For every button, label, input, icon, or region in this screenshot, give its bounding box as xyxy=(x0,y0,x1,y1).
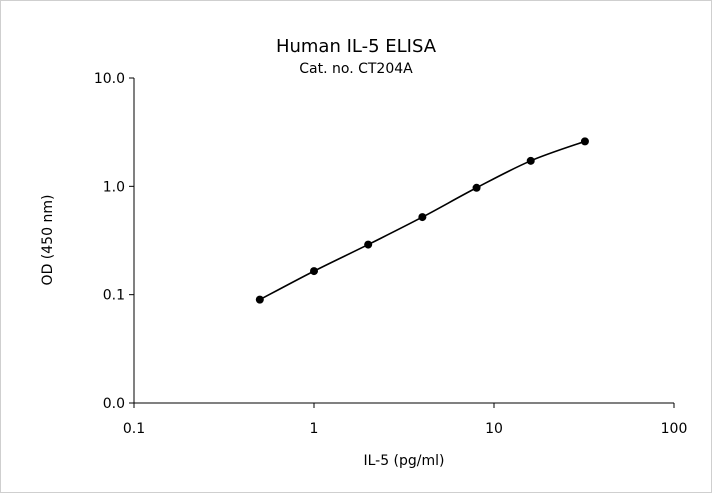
data-point xyxy=(526,156,535,165)
x-tick-label: 10 xyxy=(485,421,503,437)
data-point xyxy=(310,267,318,276)
chart-title: Human IL-5 ELISA xyxy=(276,36,437,57)
y-tick-label: 0.1 xyxy=(103,288,125,304)
y-tick-label: 10.0 xyxy=(94,71,125,87)
y-axis-ticks: 0.0 0.1 1.0 10.0 xyxy=(94,71,134,412)
data-point xyxy=(580,137,589,146)
y-tick-label: 1.0 xyxy=(103,179,125,195)
x-axis-label: IL-5 (pg/ml) xyxy=(363,453,444,469)
plot-area xyxy=(255,137,589,304)
data-point xyxy=(364,240,373,249)
y-axis-label: OD (450 nm) xyxy=(40,195,56,286)
x-tick-label: 100 xyxy=(661,421,688,437)
y-tick-label: 0.0 xyxy=(103,396,125,412)
data-point xyxy=(418,213,427,222)
x-axis-ticks: 0.1 1 10 100 xyxy=(123,403,688,437)
chart-subtitle: Cat. no. CT204A xyxy=(299,61,413,77)
data-point xyxy=(255,295,264,304)
x-tick-label: 0.1 xyxy=(123,421,145,437)
x-tick-label: 1 xyxy=(310,421,319,437)
data-point xyxy=(472,183,481,192)
